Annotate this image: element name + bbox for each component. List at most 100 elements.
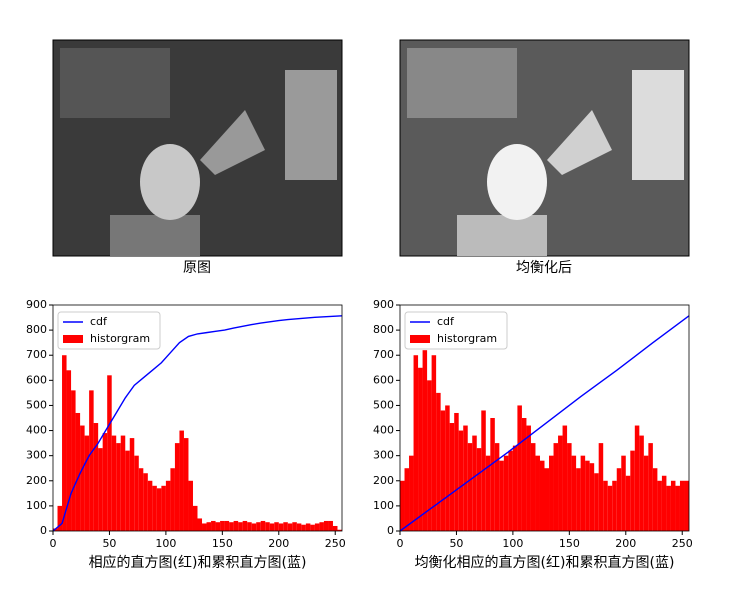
histogram-bar <box>517 405 522 531</box>
histogram-bar <box>129 438 135 531</box>
histogram-bar <box>404 468 410 531</box>
histogram-bar <box>292 522 297 531</box>
y-tick-label: 800 <box>373 323 394 336</box>
histogram-bar <box>612 480 617 531</box>
histogram-bar <box>427 380 432 531</box>
histogram-bar <box>616 468 622 531</box>
y-tick-label: 600 <box>373 373 394 386</box>
x-axis-label: 相应的直方图(红)和累积直方图(蓝) <box>89 554 307 571</box>
histogram-bar <box>409 455 414 531</box>
histogram-bar <box>494 443 500 531</box>
histogram-bar <box>490 418 495 531</box>
histogram-bar <box>332 525 338 531</box>
legend-label: historgram <box>437 332 497 345</box>
axes-frame <box>52 304 343 532</box>
histogram-bar <box>183 438 189 531</box>
histogram-bar <box>220 520 225 531</box>
histogram-bar <box>454 412 459 531</box>
histogram-bar <box>206 522 212 531</box>
histogram-bar <box>485 455 491 531</box>
histogram-bar <box>539 460 545 531</box>
histogram-bar <box>224 520 230 531</box>
histogram-bar <box>305 523 311 531</box>
y-tick-label: 200 <box>373 474 394 487</box>
histogram-bar <box>630 450 635 531</box>
image-equalized <box>399 39 690 257</box>
legend-label: historgram <box>90 332 150 345</box>
y-tick-label: 600 <box>26 373 47 386</box>
histogram-bar <box>98 448 103 531</box>
histogram-bar <box>418 367 423 531</box>
histogram-bar <box>134 455 139 531</box>
y-tick-label: 900 <box>373 298 394 311</box>
axes-frame <box>399 304 690 532</box>
legend-box <box>57 311 161 350</box>
histogram-bar <box>211 520 216 531</box>
y-tick-label: 100 <box>26 499 47 512</box>
histogram-bar <box>174 443 180 531</box>
x-tick-label: 50 <box>102 537 116 550</box>
histogram-bar <box>413 355 419 531</box>
histogram-bar <box>165 480 171 531</box>
histogram-bar <box>251 523 257 531</box>
histogram-bar <box>549 455 554 531</box>
histogram-bar <box>170 468 175 531</box>
legend-swatch <box>63 335 83 343</box>
y-tick-label: 500 <box>26 398 47 411</box>
histogram-bar <box>161 485 166 531</box>
legend-swatch <box>410 335 430 343</box>
histogram-bar <box>143 473 148 531</box>
histogram-bar <box>639 435 644 531</box>
histogram-bar <box>269 523 275 531</box>
histogram-bar <box>75 412 81 531</box>
histogram-bar <box>598 443 604 531</box>
histogram-bar <box>62 355 67 531</box>
y-tick-label: 0 <box>387 524 394 537</box>
histogram-bar <box>449 423 455 531</box>
histogram-bar <box>238 522 243 531</box>
histogram-bar <box>156 488 162 531</box>
histogram-bar <box>242 520 248 531</box>
histogram-bar <box>580 455 586 531</box>
histogram-bar <box>116 443 121 531</box>
histogram-bar <box>458 430 464 531</box>
y-tick-label: 100 <box>373 499 394 512</box>
x-tick-label: 0 <box>397 537 404 550</box>
histogram-bar <box>544 468 550 531</box>
x-tick-label: 150 <box>559 537 580 550</box>
histogram-bar <box>71 390 76 531</box>
histogram-bar <box>274 522 279 531</box>
y-tick-label: 900 <box>26 298 47 311</box>
x-tick-label: 100 <box>502 537 523 550</box>
x-tick-label: 100 <box>155 537 176 550</box>
histogram-bar <box>202 523 207 531</box>
histogram-bar <box>283 522 288 531</box>
histogram-bar <box>594 473 599 531</box>
histogram-bar <box>670 480 676 531</box>
cdf-line <box>52 315 343 532</box>
y-tick-label: 400 <box>26 424 47 437</box>
y-tick-label: 800 <box>26 323 47 336</box>
legend-box <box>404 311 508 350</box>
histogram-bar <box>323 520 329 531</box>
histogram-bar <box>197 518 203 531</box>
histogram-bar <box>310 524 315 531</box>
histogram-bar <box>445 405 450 531</box>
histogram-bar <box>120 435 126 531</box>
y-tick-label: 400 <box>373 424 394 437</box>
histogram-bar <box>229 522 234 531</box>
histogram-bar <box>188 480 193 531</box>
histogram-bar <box>463 425 468 531</box>
histogram-bar <box>634 425 640 531</box>
histogram-bar <box>553 443 559 531</box>
y-tick-label: 700 <box>373 348 394 361</box>
image-original <box>52 39 343 257</box>
histogram-bar <box>107 375 112 531</box>
histogram-bar <box>467 443 473 531</box>
y-tick-label: 500 <box>373 398 394 411</box>
histogram-bar <box>125 450 130 531</box>
histogram-bar <box>512 445 518 531</box>
histogram-bar <box>562 425 568 531</box>
histogram-bar <box>625 475 631 531</box>
histogram-bar <box>607 485 613 531</box>
